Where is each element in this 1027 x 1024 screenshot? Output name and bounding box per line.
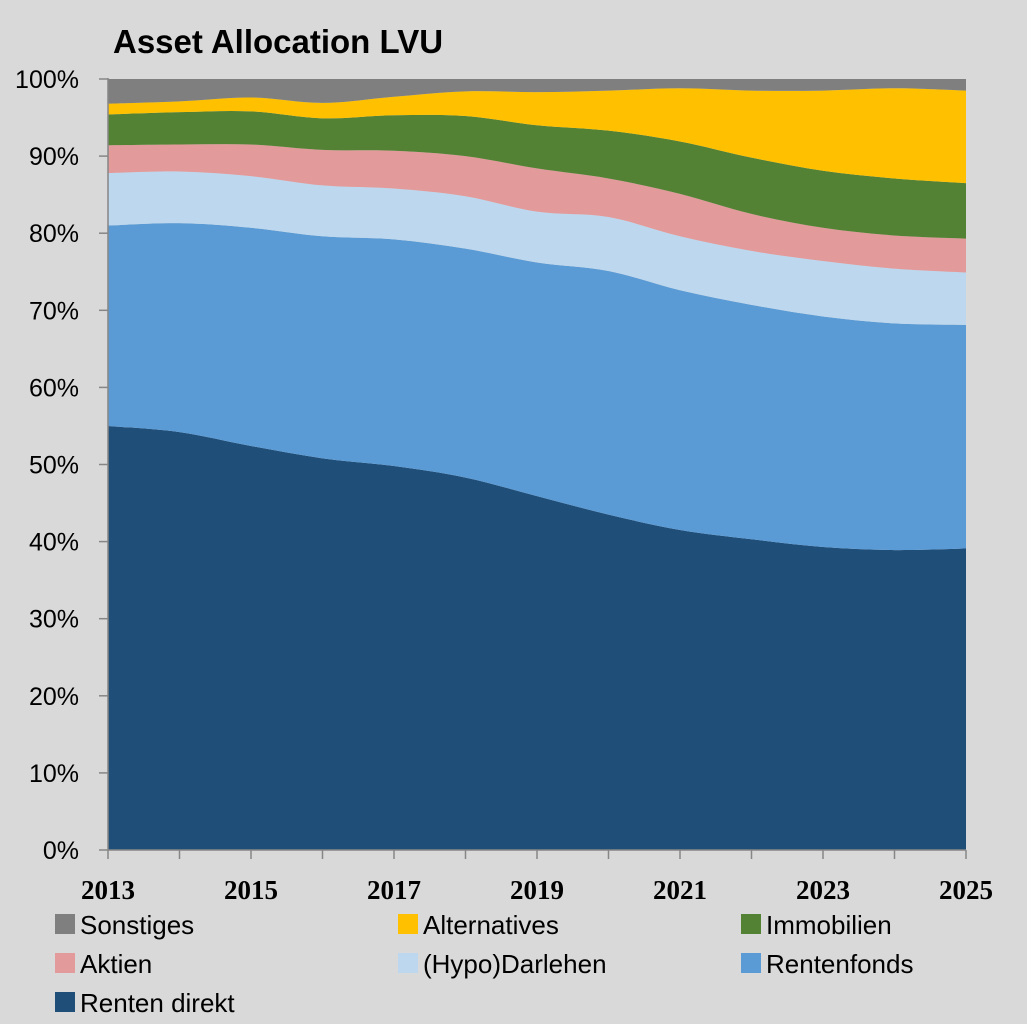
legend-item-hypo-darlehen: (Hypo)Darlehen <box>398 949 607 979</box>
y-tick-label: 0% <box>43 837 79 865</box>
y-tick-label: 40% <box>29 529 79 557</box>
y-tick-label: 80% <box>29 220 79 248</box>
area-rentenfonds <box>108 223 966 551</box>
legend-swatch <box>741 914 761 934</box>
legend-label: Sonstiges <box>80 910 194 940</box>
legend-label: Alternatives <box>423 910 559 940</box>
legend-label: Immobilien <box>766 910 892 940</box>
x-tick-label: 2025 <box>939 875 993 905</box>
x-tick-label: 2013 <box>81 875 135 905</box>
x-tick-label: 2015 <box>224 875 278 905</box>
y-tick-label: 70% <box>29 297 79 325</box>
legend-item-immobilien: Immobilien <box>741 910 892 940</box>
legend-swatch <box>398 953 418 973</box>
legend-swatch <box>55 992 75 1012</box>
y-tick-label: 60% <box>29 374 79 402</box>
area-immobilien <box>108 110 966 239</box>
legend-swatch <box>741 953 761 973</box>
legend-item-aktien: Aktien <box>55 949 152 979</box>
legend-label: Rentenfonds <box>766 949 913 979</box>
legend-label: Renten direkt <box>80 988 235 1018</box>
legend-item-alternatives: Alternatives <box>398 910 559 940</box>
legend-item-sonstiges: Sonstiges <box>55 910 194 940</box>
legend-item-renten-direkt: Renten direkt <box>55 988 235 1018</box>
y-tick-label: 30% <box>29 606 79 634</box>
area-alternatives <box>108 88 966 184</box>
y-tick-labels: 0% 10% 20% 30% 40% 50% 60% 70% 80% 90% 100% <box>15 66 79 865</box>
area-sonstiges <box>108 79 966 104</box>
legend-swatch <box>55 953 75 973</box>
x-tick-label: 2017 <box>367 875 421 905</box>
x-tick-label: 2023 <box>796 875 850 905</box>
y-tick-label: 90% <box>29 143 79 171</box>
x-tick-labels: 2013 2015 2017 2019 2021 2023 2025 <box>81 875 993 905</box>
legend: Sonstiges Alternatives Immobilien Aktien (Hy… <box>55 910 913 1018</box>
y-tick-label: 20% <box>29 683 79 711</box>
legend-swatch <box>55 914 75 934</box>
chart-title: Asset Allocation LVU <box>113 23 443 60</box>
area-renten-direkt <box>108 425 966 850</box>
legend-item-rentenfonds: Rentenfonds <box>741 949 913 979</box>
plot-areas <box>108 79 966 850</box>
y-tick-label: 50% <box>29 452 79 480</box>
axes <box>99 78 967 859</box>
x-tick-label: 2021 <box>653 875 707 905</box>
legend-label: (Hypo)Darlehen <box>423 949 607 979</box>
legend-swatch <box>398 914 418 934</box>
y-tick-label: 100% <box>15 66 79 94</box>
x-tick-label: 2019 <box>510 875 564 905</box>
legend-label: Aktien <box>80 949 152 979</box>
area-hypo-darlehen <box>108 171 966 325</box>
y-tick-label: 10% <box>29 760 79 788</box>
area-aktien <box>108 144 966 273</box>
